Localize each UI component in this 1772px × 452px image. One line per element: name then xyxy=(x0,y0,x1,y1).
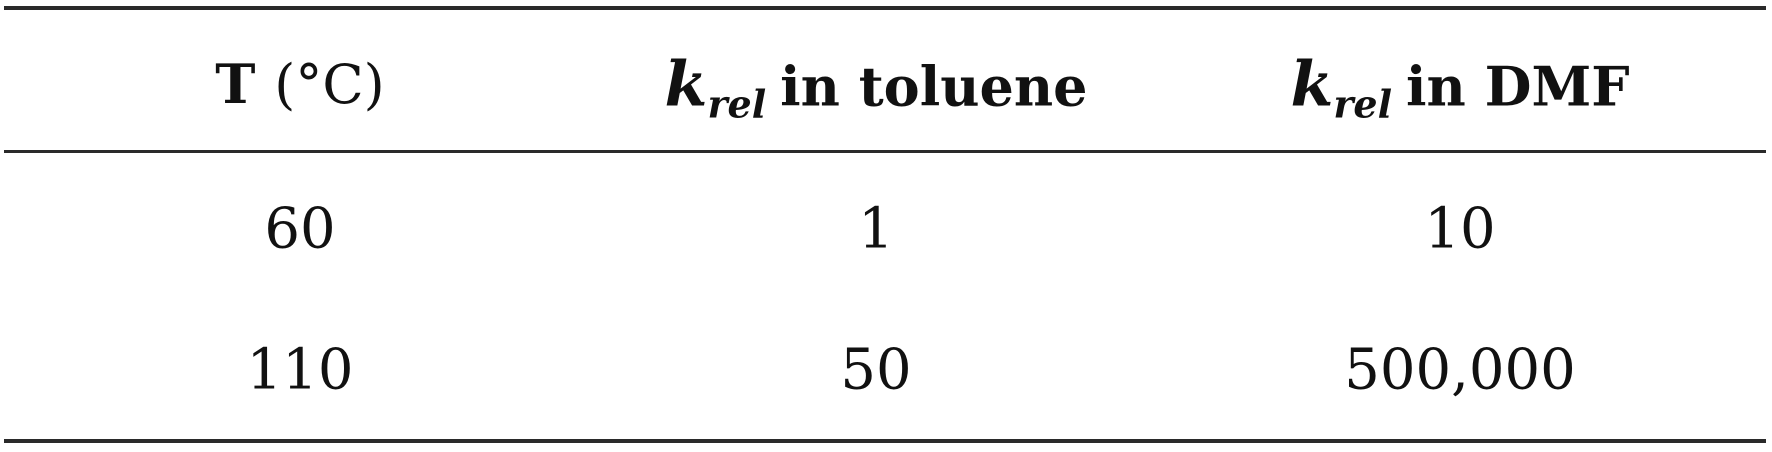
header-krel-toluene: krel in toluene xyxy=(664,47,1088,127)
header-krel-dmf: krel in DMF xyxy=(1290,47,1630,127)
header-temperature-unit: (°C) xyxy=(274,53,385,116)
cell-row1-dmf: 10 xyxy=(1424,196,1496,262)
cell-row1-toluene: 1 xyxy=(858,196,894,262)
header-krel-dmf-label: in DMF xyxy=(1406,54,1630,119)
header-temperature: T (°C) xyxy=(215,52,384,116)
cell-row2-dmf: 500,000 xyxy=(1344,337,1576,403)
cell-row1-temperature: 60 xyxy=(264,196,336,262)
table-header-rule xyxy=(4,150,1766,153)
header-krel-symbol: k xyxy=(664,47,708,121)
cell-row2-temperature: 110 xyxy=(246,337,354,403)
header-temperature-symbol: T xyxy=(215,52,256,116)
table-top-rule xyxy=(4,6,1766,10)
header-krel-subscript: rel xyxy=(1333,81,1393,127)
header-krel-subscript: rel xyxy=(707,81,767,127)
cell-row2-toluene: 50 xyxy=(840,337,912,403)
header-krel-toluene-label: in toluene xyxy=(780,54,1088,119)
table-bottom-rule xyxy=(4,439,1766,443)
header-krel-symbol: k xyxy=(1290,47,1334,121)
